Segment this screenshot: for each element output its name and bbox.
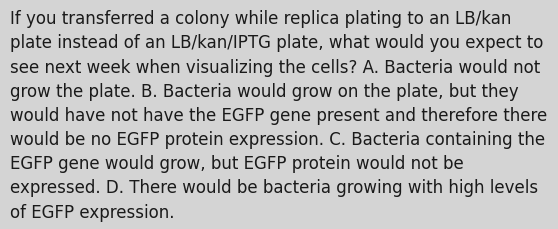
Text: plate instead of an LB/kan/IPTG plate, what would you expect to: plate instead of an LB/kan/IPTG plate, w… — [10, 34, 543, 52]
Text: EGFP gene would grow, but EGFP protein would not be: EGFP gene would grow, but EGFP protein w… — [10, 155, 464, 172]
Text: would have not have the EGFP gene present and therefore there: would have not have the EGFP gene presen… — [10, 106, 547, 124]
Text: of EGFP expression.: of EGFP expression. — [10, 203, 175, 221]
Text: would be no EGFP protein expression. C. Bacteria containing the: would be no EGFP protein expression. C. … — [10, 131, 545, 148]
Text: If you transferred a colony while replica plating to an LB/kan: If you transferred a colony while replic… — [10, 10, 512, 28]
Text: see next week when visualizing the cells? A. Bacteria would not: see next week when visualizing the cells… — [10, 58, 540, 76]
Text: grow the plate. B. Bacteria would grow on the plate, but they: grow the plate. B. Bacteria would grow o… — [10, 82, 519, 100]
Text: expressed. D. There would be bacteria growing with high levels: expressed. D. There would be bacteria gr… — [10, 179, 538, 196]
